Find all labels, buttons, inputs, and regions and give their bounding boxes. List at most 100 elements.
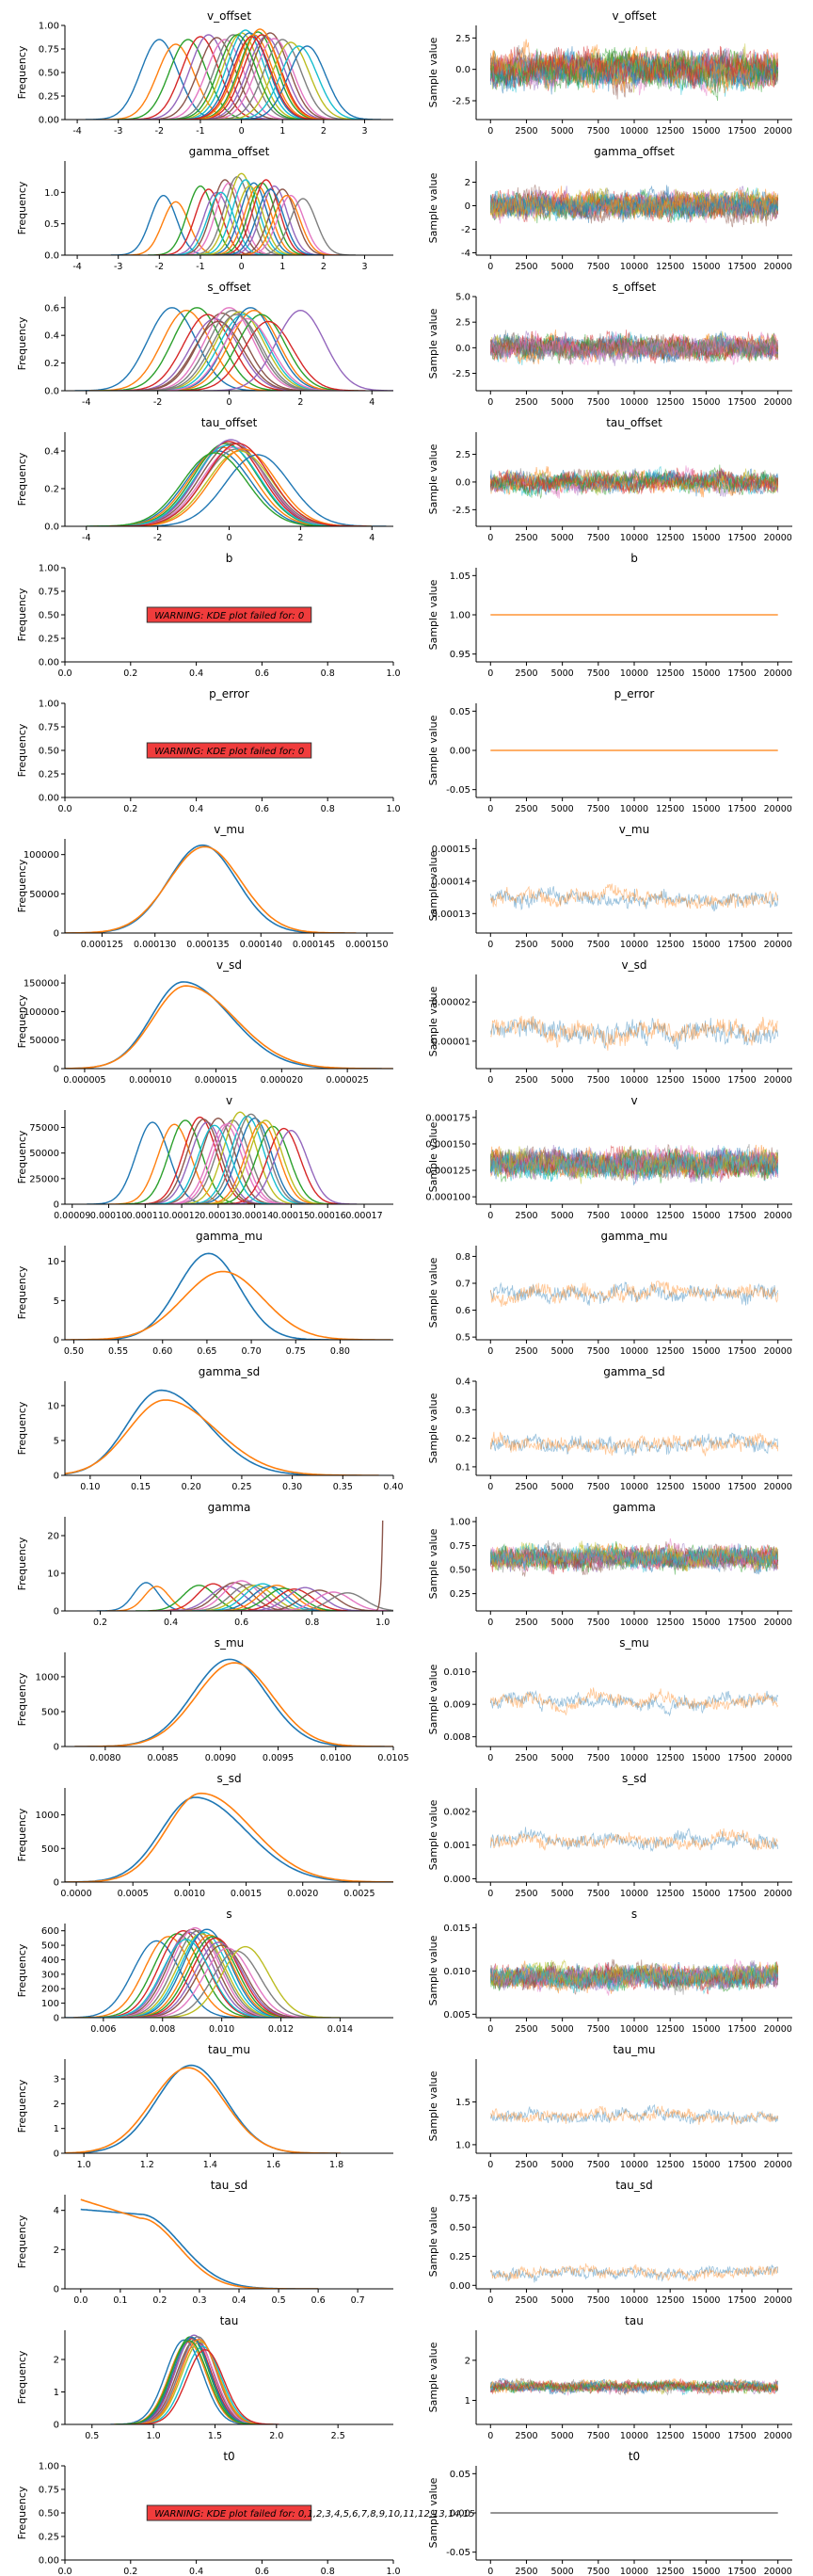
y-axis-label: Sample value (427, 1393, 439, 1463)
x-tick-label: 7500 (587, 126, 610, 137)
x-tick-label: 15000 (692, 2160, 720, 2170)
kde-line (104, 443, 361, 526)
y-axis-label: Sample value (427, 1664, 439, 1734)
x-tick-label: 0.55 (108, 1346, 128, 1357)
y-tick-label: 0.00 (450, 2281, 470, 2292)
x-tick-label: 0.0 (57, 804, 72, 814)
y-axis-label: Frequency (16, 2350, 28, 2404)
y-tick-label: 0.000150 (425, 1139, 470, 1150)
subplot-title: s_offset (613, 281, 656, 294)
x-tick-label: 5000 (551, 397, 574, 408)
y-tick-label: 0.000 (443, 1875, 470, 1885)
subplot-gamma_sd-kde: gamma_sd Frequency 0 5 10 0.10 0.15 0.20 0.25 0.3… (16, 1365, 404, 1492)
plot-area (489, 883, 779, 912)
trace-line (489, 2264, 779, 2283)
x-tick-label: 0.010 (209, 2024, 234, 2035)
kde-line (207, 1125, 339, 1204)
x-tick-label: 0.6 (255, 668, 269, 679)
plot-area (489, 330, 779, 366)
subplot-title: v_sd (216, 958, 242, 972)
subplot-title: tau_mu (208, 2043, 250, 2056)
y-tick-label: 2.5 (455, 450, 470, 460)
x-tick-label: -3 (114, 126, 122, 137)
y-tick-label: 1 (54, 2388, 59, 2398)
plot-area (65, 1792, 393, 1882)
x-tick-label: 7500 (587, 2160, 610, 2170)
x-tick-label: 12500 (656, 668, 684, 679)
plot-area (96, 1520, 393, 1611)
y-tick-label: 0.00 (39, 2556, 59, 2567)
kde-line (197, 185, 303, 255)
x-tick-label: 15000 (692, 1889, 720, 1899)
x-tick-label: 0 (487, 1889, 493, 1899)
kde-line (188, 172, 295, 255)
y-axis-label: Sample value (427, 1528, 439, 1599)
x-tick-label: 17500 (727, 397, 756, 408)
trace-line (489, 1689, 779, 1717)
y-tick-label: 0.75 (450, 1541, 470, 1552)
x-tick-label: 10000 (620, 2024, 648, 2035)
kde-line (110, 314, 305, 391)
y-tick-label: 0.010 (443, 1967, 470, 1977)
subplot-tau_sd-kde: tau_sd Frequency 0 2 4 0.0 0.1 0.2 0.3 0.4 0.5 0.6 0… (16, 2179, 393, 2306)
x-tick-label: 0.000135 (186, 940, 229, 950)
x-tick-label: 0.0080 (89, 1753, 120, 1763)
subplot-title: b (226, 552, 233, 565)
y-tick-label: 1.00 (39, 2462, 59, 2472)
x-tick-label: 0 (487, 2024, 493, 2035)
kde-line (109, 443, 367, 526)
y-tick-label: 5 (54, 1296, 59, 1307)
y-tick-label: -4 (461, 249, 470, 259)
x-tick-label: 0.2 (123, 668, 137, 679)
x-tick-label: 0 (487, 1075, 493, 1086)
x-tick-label: -2 (155, 262, 164, 272)
kde-warning-box (146, 742, 312, 759)
x-tick-label: 0 (239, 126, 245, 137)
x-tick-label: 15000 (692, 668, 720, 679)
x-tick-label: 12500 (656, 2295, 684, 2306)
y-tick-label: 0.50 (39, 2509, 59, 2520)
subplot-title: tau_sd (615, 2179, 653, 2192)
subplot-v-kde: v Frequency 0 25000 50000 75000 0.00009 0.00010… (16, 1094, 393, 1221)
x-tick-label: 7500 (587, 1618, 610, 1628)
subplot-title: s_sd (216, 1772, 241, 1785)
y-tick-label: 1000 (36, 1811, 59, 1821)
x-tick-label: 2500 (515, 1753, 537, 1763)
x-tick-label: 5000 (551, 126, 574, 137)
x-tick-label: 0.6 (255, 2567, 269, 2576)
y-tick-label: 0.95 (450, 650, 470, 660)
y-tick-label: 0.75 (39, 2486, 59, 2496)
subplot-s_offset-trace: s_offset Sample value -2.5 0.0 2.5 5.0 0 2500 50… (427, 281, 792, 408)
kde-line (89, 450, 347, 526)
x-tick-label: 2500 (515, 533, 537, 543)
x-tick-label: 10000 (620, 2431, 648, 2441)
x-tick-label: 15000 (692, 940, 720, 950)
y-tick-label: 2 (54, 2246, 59, 2256)
plot-area (110, 2334, 279, 2424)
subplot-gamma_sd-trace: gamma_sd Sample value 0.1 0.2 0.3 0.4 0 2500 500… (427, 1365, 792, 1492)
x-tick-label: 2500 (515, 940, 537, 950)
x-tick-label: 10000 (620, 940, 648, 950)
kde-line (65, 981, 382, 1069)
plot-area (74, 307, 393, 391)
subplot-tau-kde: tau Frequency 0 1 2 0.5 1.0 1.5 2.0 2.5 (16, 2314, 393, 2441)
y-axis-label: Frequency (16, 316, 28, 370)
x-tick-label: 3 (361, 126, 367, 137)
x-tick-label: 20000 (764, 1211, 792, 1221)
subplot-title: v_mu (619, 823, 649, 836)
y-axis-label: Frequency (16, 1808, 28, 1861)
subplot-s_mu-trace: s_mu Sample value 0.008 0.009 0.010 0 2500 5000… (427, 1636, 792, 1763)
subplot-title: t0 (629, 2450, 640, 2463)
x-tick-label: 15000 (692, 1211, 720, 1221)
subplot-p_error-trace: p_error Sample value -0.05 0.00 0.05 0 2500 500… (427, 687, 792, 814)
y-tick-label: 0.000125 (425, 1167, 470, 1177)
x-tick-label: 10000 (620, 668, 648, 679)
y-tick-label: 0 (54, 2014, 59, 2024)
x-tick-label: 15000 (692, 262, 720, 272)
x-tick-label: 0.2 (123, 2567, 137, 2576)
x-tick-label: 20000 (764, 1618, 792, 1628)
x-tick-label: 20000 (764, 1482, 792, 1492)
x-tick-label: 1.0 (386, 668, 400, 679)
y-tick-label: 150000 (24, 979, 59, 990)
x-tick-label: 20000 (764, 668, 792, 679)
